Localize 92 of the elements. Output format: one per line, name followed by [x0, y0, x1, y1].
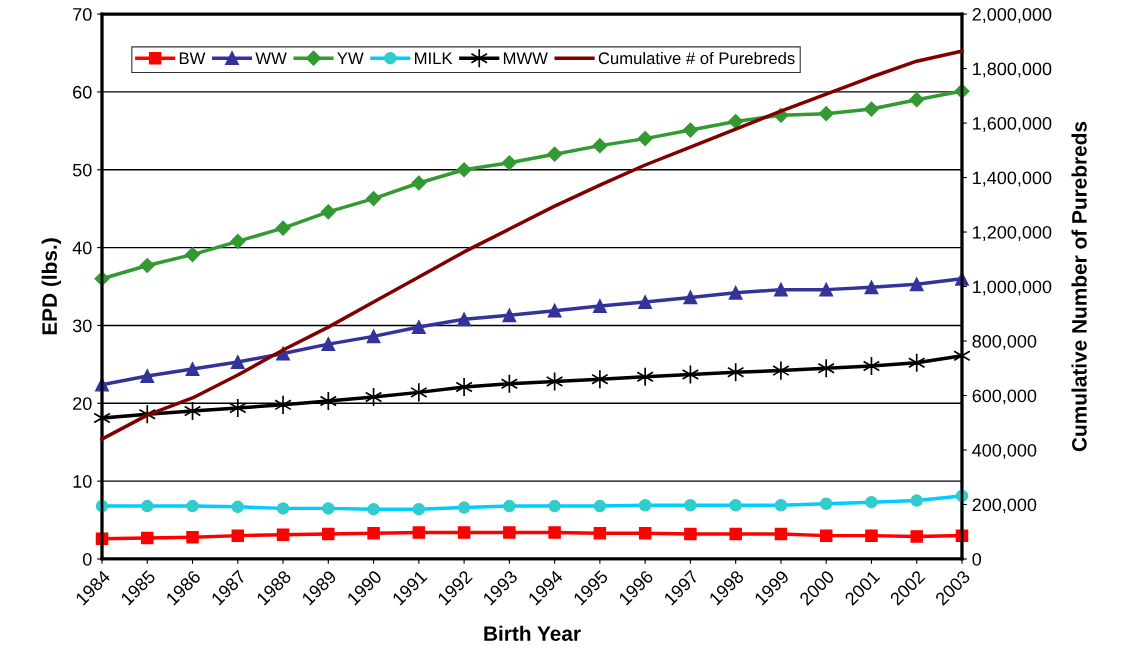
point	[684, 527, 697, 541]
y2-tick-label: 1,400,000	[973, 171, 1052, 187]
legend-label: Cumulative # of Purebreds	[598, 51, 795, 65]
point	[865, 529, 878, 542]
point	[909, 277, 924, 292]
point	[592, 138, 608, 154]
point	[772, 360, 790, 381]
point	[230, 355, 245, 369]
point	[501, 155, 517, 171]
y2-tick-label: 1,800,000	[973, 62, 1052, 78]
y2-axis-title: Cumulative Number of Purebreds	[1071, 121, 1087, 452]
point	[455, 377, 473, 397]
point	[186, 530, 199, 544]
y-tick-label: 50	[72, 163, 92, 177]
point	[410, 382, 428, 403]
y-tick-label: 30	[72, 319, 92, 333]
point	[727, 362, 745, 383]
y2-tick-label: 200,000	[972, 498, 1037, 514]
point	[230, 233, 246, 249]
y-tick-label: 20	[73, 397, 92, 411]
point	[637, 131, 653, 147]
point	[548, 526, 561, 539]
point	[863, 101, 880, 117]
point	[638, 295, 653, 310]
y-tick-label: 10	[73, 475, 92, 488]
point	[185, 362, 200, 376]
point	[275, 220, 291, 236]
point	[638, 527, 652, 540]
point	[457, 312, 472, 327]
y2-tick-label: 0	[972, 552, 982, 566]
point	[908, 352, 926, 373]
y2-tick-label: 600,000	[972, 389, 1037, 405]
point	[909, 92, 925, 108]
point	[412, 526, 426, 539]
point	[728, 285, 743, 300]
point	[864, 280, 879, 295]
legend-label: WW	[255, 52, 287, 64]
point	[774, 527, 788, 541]
point	[321, 337, 336, 352]
point	[910, 530, 923, 543]
legend-label: BW	[179, 52, 206, 64]
point	[593, 527, 607, 540]
y2-tick-label: 1,600,000	[973, 116, 1052, 132]
y2-tick-label: 800,000	[972, 334, 1037, 350]
point	[547, 146, 563, 162]
y2-tick-label: 2,000,000	[972, 8, 1052, 23]
legend-label: MILK	[415, 52, 453, 64]
point	[231, 529, 245, 542]
y2-tick-label: 400,000	[972, 443, 1037, 459]
point	[729, 527, 742, 541]
point	[547, 303, 562, 318]
line-series	[100, 49, 964, 441]
point	[819, 282, 834, 297]
y-axis-title: EPD (lbs.)	[41, 238, 62, 335]
point	[591, 369, 609, 390]
legend-label: YW	[337, 52, 364, 64]
point	[141, 531, 154, 545]
point	[728, 113, 744, 130]
y-tick-label: 0	[82, 552, 92, 566]
x-axis-title: Birth Year	[484, 625, 581, 641]
y-tick-label: 70	[73, 8, 92, 21]
point	[683, 290, 698, 305]
point	[322, 527, 335, 541]
point	[818, 106, 834, 122]
point	[366, 329, 381, 344]
point	[140, 369, 155, 383]
point	[502, 308, 517, 323]
y-tick-label: 60	[73, 85, 92, 99]
point	[276, 528, 290, 542]
point	[819, 529, 833, 542]
point	[682, 122, 698, 138]
point	[773, 282, 788, 297]
point	[457, 526, 471, 539]
point	[184, 247, 201, 263]
y2-tick-label: 1,000,000	[973, 280, 1052, 296]
point	[456, 162, 472, 178]
legend-label: MWW	[503, 52, 548, 64]
point	[592, 299, 607, 313]
point	[367, 527, 380, 540]
y2-tick-label: 1,200,000	[973, 225, 1052, 241]
point	[366, 190, 382, 207]
y-tick-label: 40	[72, 241, 92, 255]
point	[320, 204, 336, 220]
point	[411, 320, 426, 334]
point	[274, 394, 292, 415]
point	[503, 526, 516, 539]
point	[229, 398, 247, 418]
point	[817, 358, 835, 379]
point	[319, 391, 337, 411]
point	[636, 366, 654, 387]
point	[411, 175, 427, 191]
point	[139, 257, 155, 274]
